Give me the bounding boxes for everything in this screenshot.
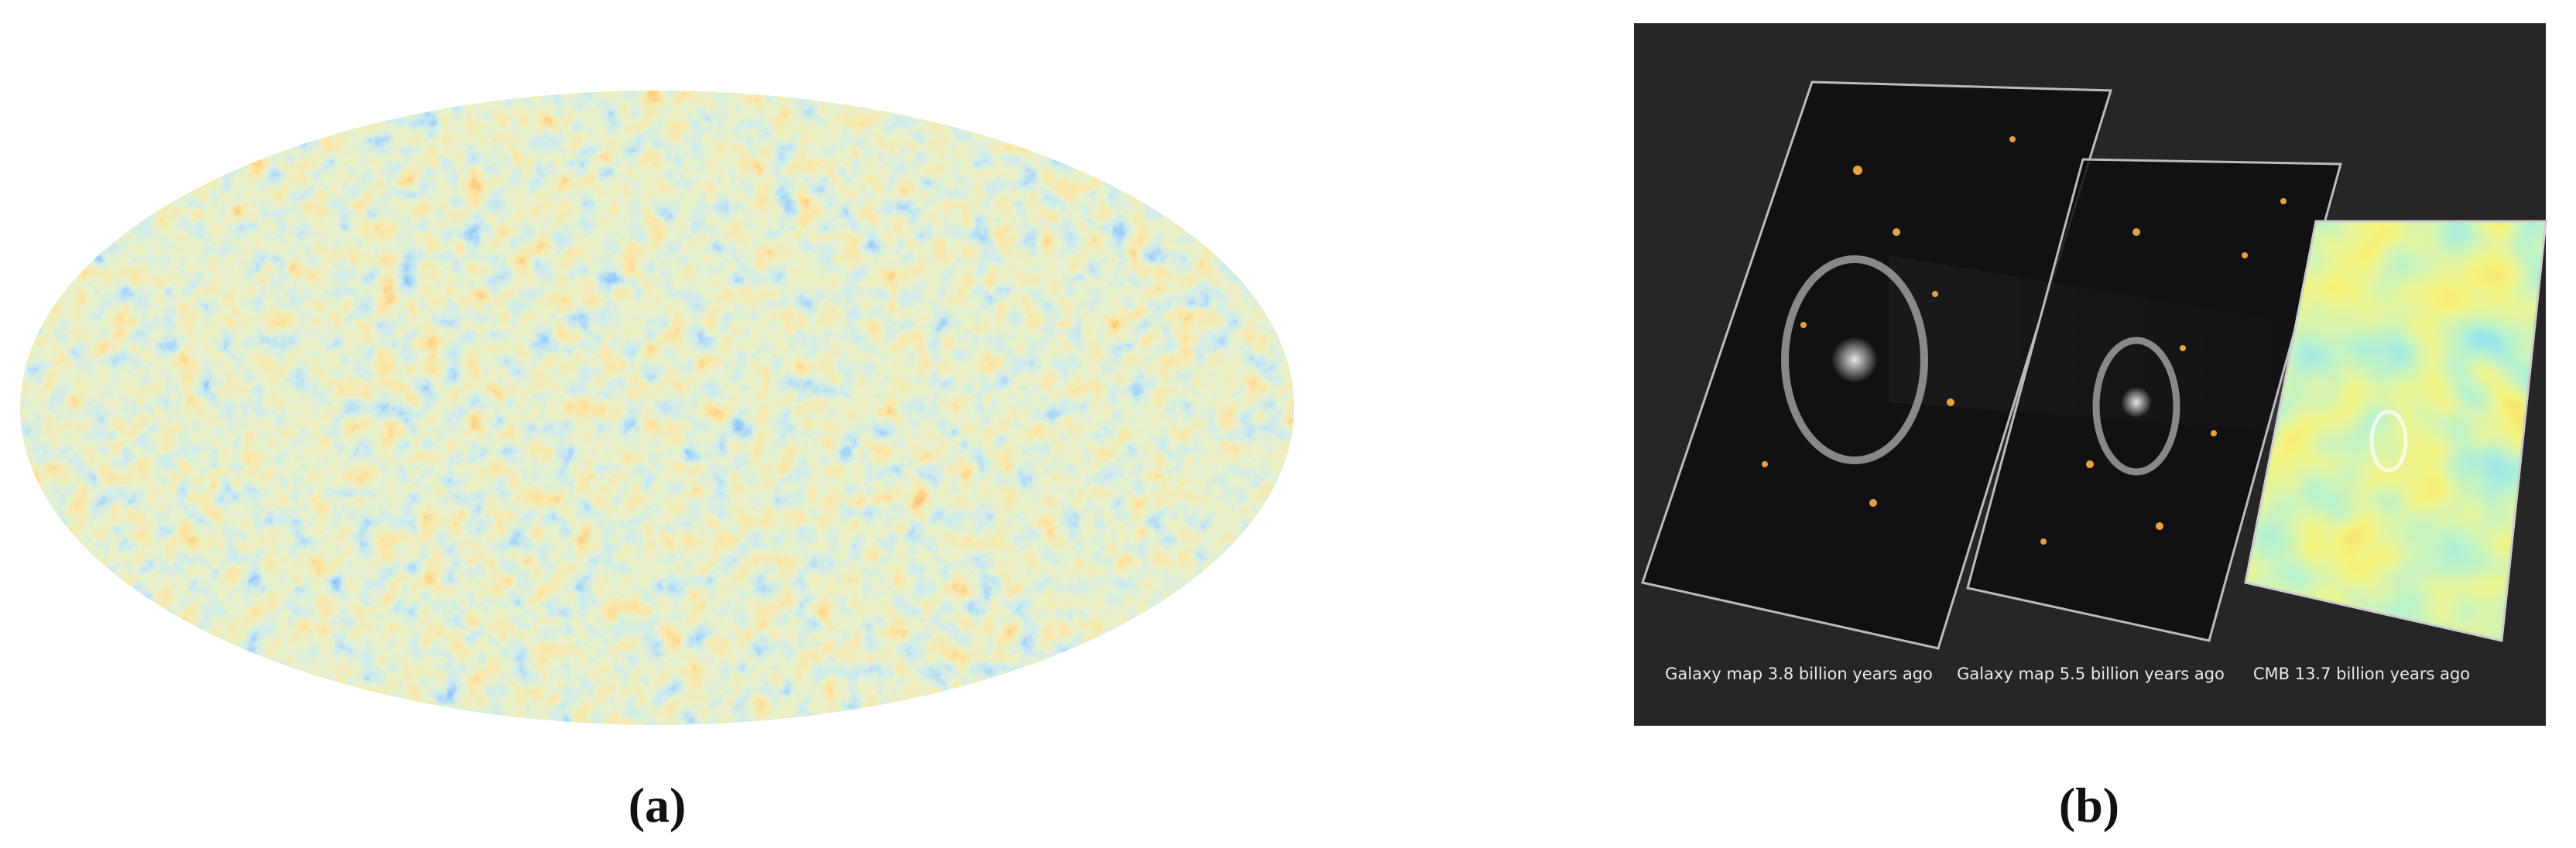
cmb-plane — [2244, 220, 2547, 642]
panel-label: (b) — [2059, 778, 2119, 833]
ring — [2092, 337, 2180, 476]
ring — [2369, 409, 2408, 473]
ring — [1781, 255, 1928, 464]
galaxies — [1762, 136, 2287, 545]
caption: Galaxy map 3.8 billion years ago — [1665, 665, 1933, 683]
galaxy-map-plane — [1966, 158, 2342, 642]
glow — [2121, 387, 2152, 418]
glow — [1831, 337, 1878, 383]
caption: CMB 13.7 billion years ago — [2253, 665, 2470, 683]
caption: Galaxy map 5.5 billion years ago — [1957, 665, 2225, 683]
panel-label: (a) — [629, 778, 687, 833]
cmb-map — [20, 91, 1294, 725]
